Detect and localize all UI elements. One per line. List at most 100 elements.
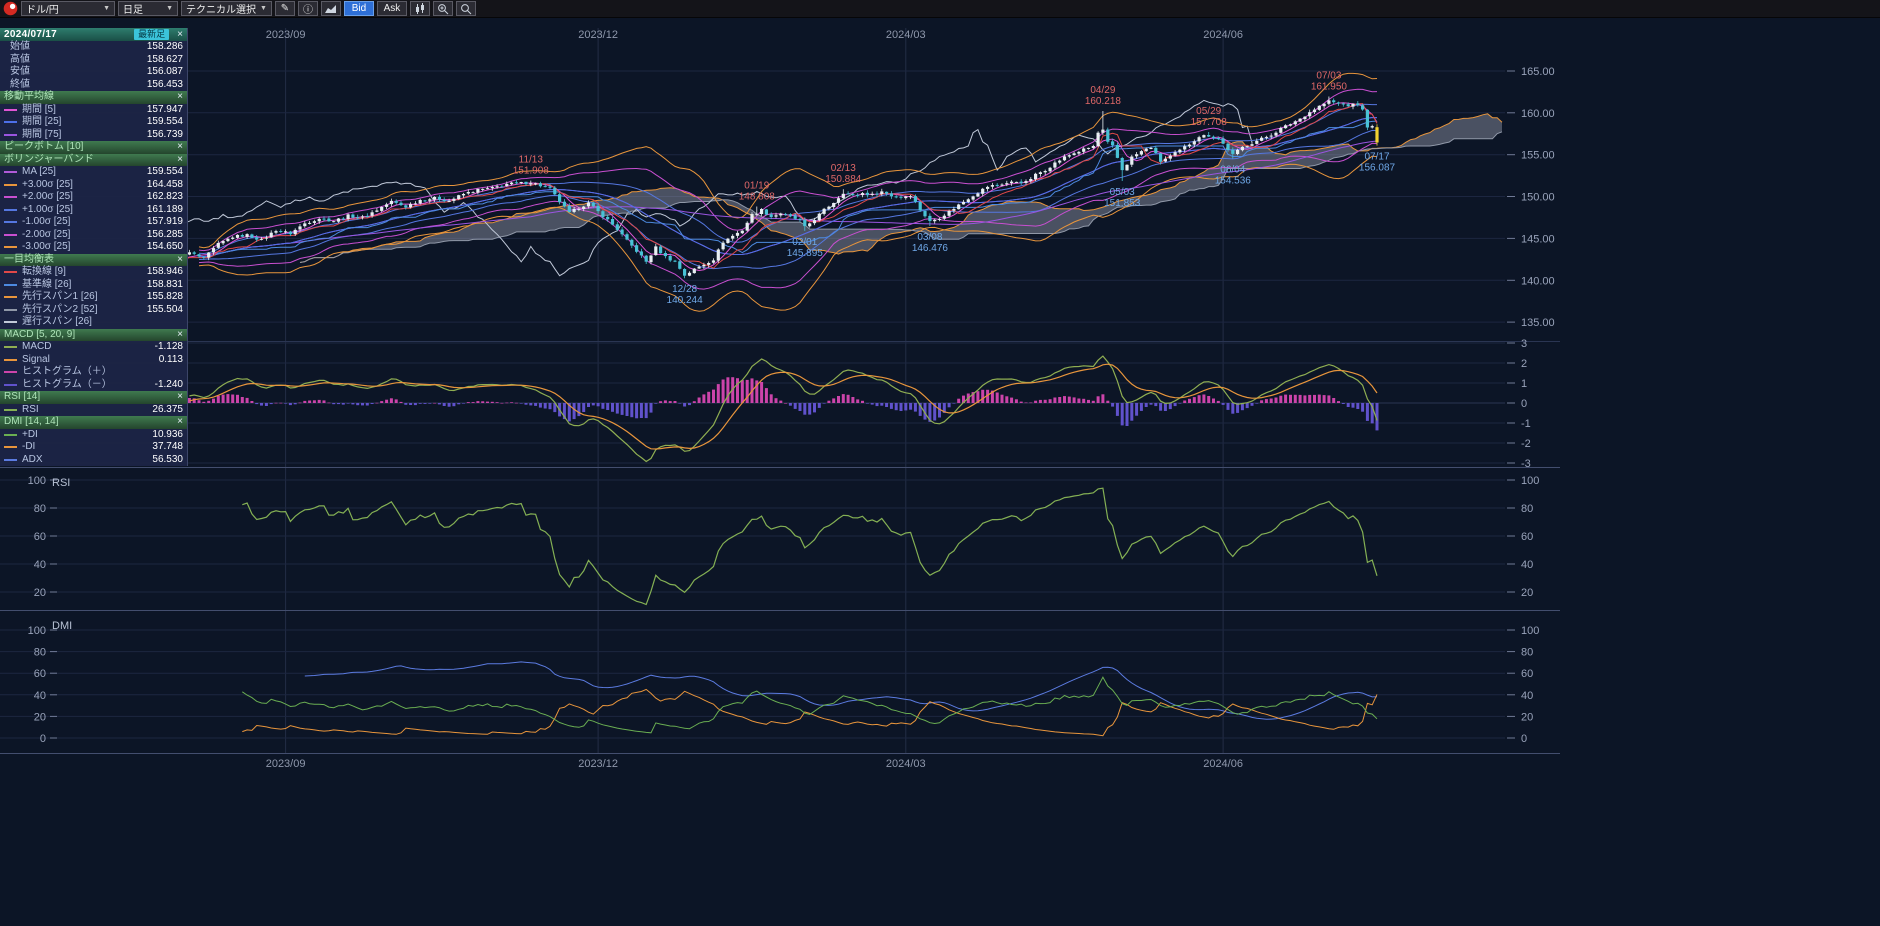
svg-text:07/17: 07/17 bbox=[1364, 152, 1389, 163]
close-indicator-button[interactable]: × bbox=[177, 416, 183, 428]
close-indicator-button[interactable]: × bbox=[177, 153, 183, 165]
indicator-value: 157.919 bbox=[146, 216, 183, 228]
indicator-label: +2.00σ [25] bbox=[22, 191, 73, 203]
close-indicator-button[interactable]: × bbox=[177, 328, 183, 340]
ohlc-row: 安値 156.087 bbox=[0, 66, 187, 79]
ohlc-value: 158.286 bbox=[146, 41, 183, 53]
indicator-value: 156.739 bbox=[146, 128, 183, 140]
zoom-select-button[interactable] bbox=[455, 1, 476, 16]
indicator-value: 164.458 bbox=[146, 178, 183, 190]
svg-text:0: 0 bbox=[40, 733, 46, 745]
indicator-value: -1.240 bbox=[154, 378, 183, 390]
indicator-label: RSI bbox=[22, 403, 39, 415]
svg-text:05/29: 05/29 bbox=[1196, 106, 1221, 117]
series-color-swatch bbox=[4, 371, 17, 374]
indicator-row: -1.00σ [25] 157.919 bbox=[0, 216, 187, 229]
magnifier-plus-icon bbox=[438, 3, 449, 14]
indicator-panel: 2024/07/17 最新足 × 始値 158.286 高値 158.627 安値 156.08… bbox=[0, 28, 188, 466]
indicator-label: 期間 [5] bbox=[22, 103, 56, 115]
close-indicator-button[interactable]: × bbox=[177, 391, 183, 403]
bid-toggle-button[interactable]: Bid bbox=[343, 1, 374, 16]
svg-text:2024/03: 2024/03 bbox=[886, 29, 926, 41]
close-indicator-button[interactable]: × bbox=[177, 141, 183, 153]
svg-text:60: 60 bbox=[34, 531, 46, 543]
svg-text:2023/09: 2023/09 bbox=[266, 29, 306, 41]
indicator-label: MACD bbox=[22, 341, 52, 353]
svg-text:2: 2 bbox=[1521, 358, 1527, 370]
series-color-swatch bbox=[4, 408, 17, 411]
latest-bar-date: 2024/07/17 bbox=[4, 28, 58, 40]
indicator-value: 159.554 bbox=[146, 116, 183, 128]
zoom-in-button[interactable] bbox=[432, 1, 453, 16]
svg-text:2023/09: 2023/09 bbox=[266, 758, 306, 770]
ask-toggle-button[interactable]: Ask bbox=[376, 1, 407, 16]
indicator-value: 37.748 bbox=[152, 441, 183, 453]
indicator-section-title: RSI [14] bbox=[4, 391, 41, 403]
indicator-row: -DI 37.748 bbox=[0, 441, 187, 454]
svg-text:156.087: 156.087 bbox=[1359, 163, 1396, 174]
indicator-row: +2.00σ [25] 162.823 bbox=[0, 191, 187, 204]
indicator-label: -1.00σ [25] bbox=[22, 216, 71, 228]
ohlc-row: 終値 156.453 bbox=[0, 79, 187, 92]
indicator-section-title: 移動平均線 bbox=[4, 91, 54, 103]
ohlc-label: 始値 bbox=[10, 41, 30, 53]
app-logo-icon bbox=[3, 1, 18, 16]
svg-text:151.908: 151.908 bbox=[513, 166, 550, 177]
svg-text:100: 100 bbox=[1521, 625, 1539, 637]
svg-text:100: 100 bbox=[1521, 475, 1539, 487]
svg-text:148.808: 148.808 bbox=[739, 192, 776, 203]
svg-text:RSI: RSI bbox=[52, 477, 70, 489]
series-color-swatch bbox=[4, 446, 17, 449]
svg-text:135.00: 135.00 bbox=[1521, 317, 1555, 329]
series-color-swatch bbox=[4, 246, 17, 249]
svg-text:140.244: 140.244 bbox=[667, 295, 704, 306]
svg-text:40: 40 bbox=[34, 690, 46, 702]
svg-text:04/29: 04/29 bbox=[1090, 85, 1115, 96]
draw-tool-button[interactable]: ✎ bbox=[274, 1, 295, 16]
indicator-row: 転換線 [9] 158.946 bbox=[0, 266, 187, 279]
rsi-panel[interactable] bbox=[242, 487, 1378, 606]
indicator-row: -2.00σ [25] 156.285 bbox=[0, 229, 187, 242]
timeframe-select[interactable]: 日足 ▼ bbox=[118, 1, 178, 16]
svg-text:157.708: 157.708 bbox=[1191, 117, 1228, 128]
indicator-row: -3.00σ [25] 154.650 bbox=[0, 241, 187, 254]
indicator-label: 期間 [25] bbox=[22, 116, 62, 128]
svg-text:20: 20 bbox=[1521, 711, 1533, 723]
ohlc-row: 高値 158.627 bbox=[0, 54, 187, 67]
svg-text:165.00: 165.00 bbox=[1521, 66, 1555, 78]
chevron-down-icon: ▼ bbox=[166, 5, 173, 12]
indicator-value: 162.823 bbox=[146, 191, 183, 203]
technical-select-button[interactable]: テクニカル選択 ▼ bbox=[181, 1, 272, 16]
technical-select-label: テクニカル選択 bbox=[186, 5, 256, 16]
indicator-value: 161.189 bbox=[146, 203, 183, 215]
svg-text:100: 100 bbox=[28, 475, 46, 487]
indicator-label: 先行スパン2 [52] bbox=[22, 303, 98, 315]
macd-panel[interactable] bbox=[187, 355, 1379, 463]
ohlc-label: 高値 bbox=[10, 53, 30, 65]
currency-pair-select[interactable]: ドル/円 ▼ bbox=[21, 1, 115, 16]
svg-text:-3: -3 bbox=[1521, 458, 1531, 470]
dmi-panel[interactable] bbox=[242, 661, 1378, 737]
svg-text:06/04: 06/04 bbox=[1220, 165, 1245, 176]
info-button[interactable]: ⓘ bbox=[297, 1, 318, 16]
indicator-row: ADX 56.530 bbox=[0, 454, 187, 467]
close-indicator-button[interactable]: × bbox=[177, 28, 183, 40]
series-color-swatch bbox=[4, 208, 17, 211]
indicator-value: 159.554 bbox=[146, 166, 183, 178]
svg-text:20: 20 bbox=[34, 711, 46, 723]
close-indicator-button[interactable]: × bbox=[177, 91, 183, 103]
line-chart-button[interactable] bbox=[320, 1, 341, 16]
indicator-row: ヒストグラム（＋） bbox=[0, 366, 187, 379]
close-indicator-button[interactable]: × bbox=[177, 253, 183, 265]
indicator-label: Signal bbox=[22, 353, 50, 365]
svg-text:154.536: 154.536 bbox=[1215, 176, 1252, 187]
panel-titles: RSI DMI bbox=[52, 477, 72, 632]
indicator-value: 157.947 bbox=[146, 103, 183, 115]
candle-chart-button[interactable] bbox=[409, 1, 430, 16]
svg-text:80: 80 bbox=[1521, 503, 1533, 515]
svg-text:160.218: 160.218 bbox=[1085, 96, 1122, 107]
